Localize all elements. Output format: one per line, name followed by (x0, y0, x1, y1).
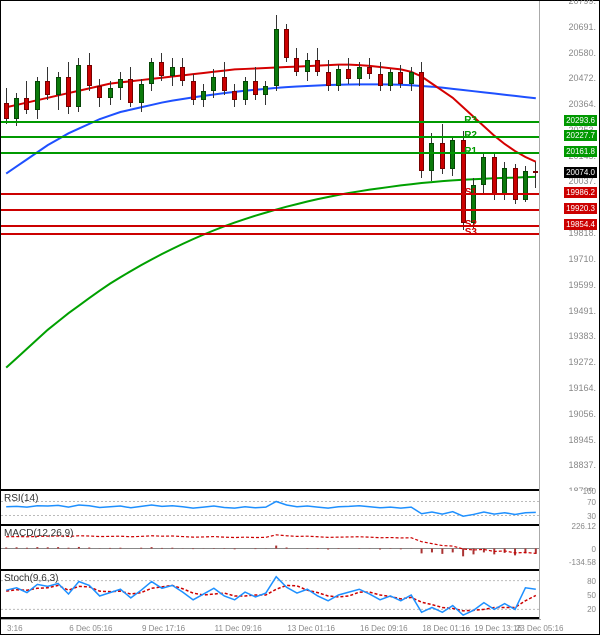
stoch-label: Stoch(9,6,3) (4, 573, 58, 584)
rsi-panel: RSI(14) (1, 491, 541, 526)
price-panel: R3R2R1S1S2S3 (1, 1, 541, 491)
macd-axis: -134.580226.12 (539, 526, 599, 571)
macd-label: MACD(12,26,9) (4, 528, 73, 539)
price-axis: 18729.18837.18945.19056.19164.19272.1938… (539, 1, 599, 491)
stoch-panel: Stoch(9,6,3) (1, 571, 541, 619)
level-S2 (1, 225, 541, 227)
stoch-axis: 205080 (539, 571, 599, 619)
time-axis: 3:166 Dec 05:169 Dec 17:1611 Dec 09:1613… (1, 619, 541, 634)
level-R2 (1, 136, 541, 138)
level-R3 (1, 121, 541, 123)
level-S3 (1, 233, 541, 235)
rsi-label: RSI(14) (4, 493, 38, 504)
level-R1 (1, 152, 541, 154)
rsi-axis: 3070100 (539, 491, 599, 526)
macd-panel: MACD(12,26,9) (1, 526, 541, 571)
trading-chart: R3R2R1S1S2S3 18729.18837.18945.19056.191… (0, 0, 600, 635)
level-S1b (1, 209, 541, 211)
level-S1 (1, 193, 541, 195)
